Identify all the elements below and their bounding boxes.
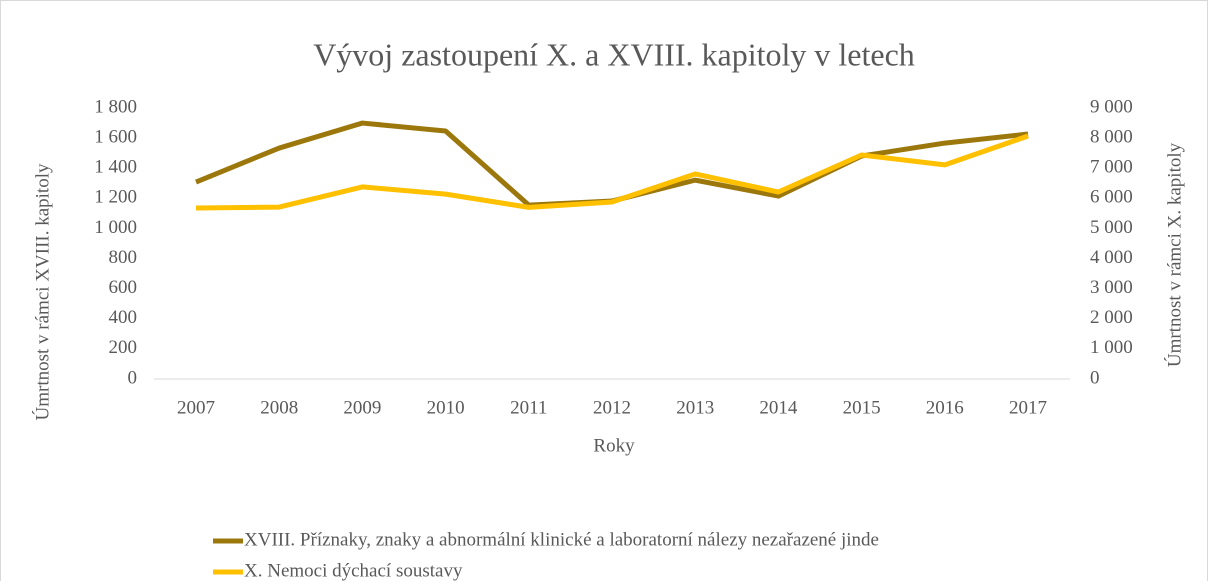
y2-tick-label: 4 000 [1090, 247, 1133, 268]
chart-title: Vývoj zastoupení X. a XVIII. kapitoly v … [313, 36, 915, 72]
y-tick-label: 400 [109, 307, 138, 328]
y2-tick-label: 2 000 [1090, 307, 1133, 328]
y2-tick-label: 8 000 [1090, 126, 1133, 147]
y2-tick-label: 1 000 [1090, 337, 1133, 358]
x-tick-label: 2011 [510, 397, 547, 418]
y2-tick-label: 6 000 [1090, 187, 1133, 208]
y2-tick-label: 5 000 [1090, 217, 1133, 238]
y-tick-label: 0 [128, 367, 138, 388]
x-tick-label: 2013 [676, 397, 714, 418]
x-tick-label: 2014 [759, 397, 798, 418]
x-tick-label: 2016 [926, 397, 964, 418]
y-tick-label: 1 600 [94, 126, 137, 147]
x-tick-label: 2010 [427, 397, 465, 418]
x-axis-title: Roky [593, 435, 635, 456]
y-tick-label: 600 [109, 277, 138, 298]
y-tick-label: 1 400 [94, 157, 137, 178]
y-tick-label: 800 [109, 247, 138, 268]
y-tick-label: 1 800 [94, 96, 137, 117]
y2-axis-title: Úmrtnost v rámci X. kapitoly [1163, 142, 1185, 367]
x-tick-label: 2015 [843, 397, 881, 418]
y2-tick-label: 3 000 [1090, 277, 1133, 298]
y2-tick-label: 0 [1090, 367, 1100, 388]
legend-label: XVIII. Příznaky, znaky a abnormální klin… [244, 529, 879, 550]
y-axis-title: Úmrtnost v rámci XVIII. kapitoly [31, 163, 53, 420]
x-tick-label: 2008 [260, 397, 298, 418]
x-tick-label: 2017 [1009, 397, 1047, 418]
data-line [195, 133, 1029, 211]
y-tick-label: 1 000 [94, 217, 137, 238]
x-tick-label: 2007 [177, 397, 215, 418]
y2-tick-label: 7 000 [1090, 157, 1133, 178]
y-tick-label: 200 [109, 337, 138, 358]
y2-tick-label: 9 000 [1090, 96, 1133, 117]
legend-label: X. Nemoci dýchací soustavy [244, 560, 463, 581]
x-tick-label: 2009 [343, 397, 381, 418]
x-tick-label: 2012 [593, 397, 631, 418]
y-tick-label: 1 200 [94, 187, 137, 208]
